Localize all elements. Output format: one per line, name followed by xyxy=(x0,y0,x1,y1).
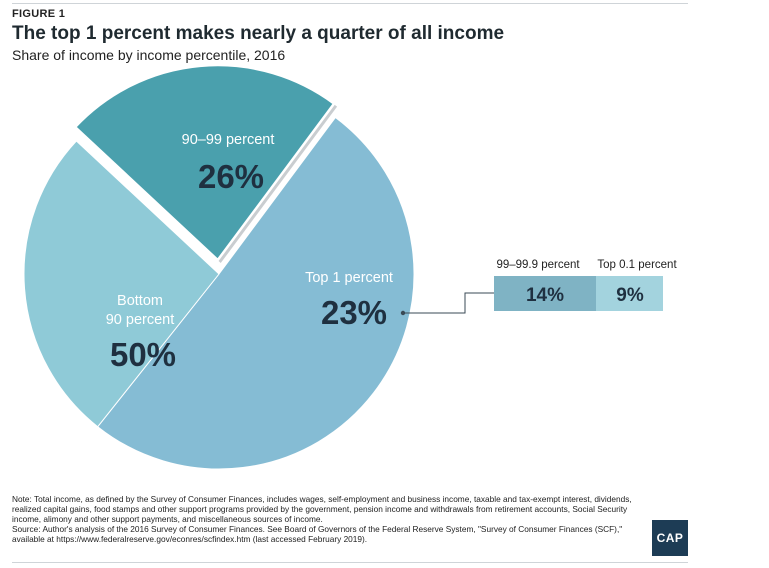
source-text: Source: Author's analysis of the 2016 Su… xyxy=(12,524,623,544)
chart-title: The top 1 percent makes nearly a quarter… xyxy=(12,23,505,44)
pie-slice-top1 xyxy=(73,63,336,262)
top-rule xyxy=(12,3,688,4)
footnote: Note: Total income, as defined by the Su… xyxy=(12,494,632,544)
breakdown-value-top01: 9% xyxy=(616,285,644,306)
pie-slice-p90-99 xyxy=(23,140,220,428)
cap-logo: CAP xyxy=(652,520,688,556)
connector-line xyxy=(403,292,494,314)
breakdown-bar-top01 xyxy=(596,276,663,311)
slice-label-top1: Top 1 percent xyxy=(305,270,393,286)
note-text: Note: Total income, as defined by the Su… xyxy=(12,494,632,524)
chart-subtitle: Share of income by income percentile, 20… xyxy=(12,47,286,63)
slice-value-top1: 23% xyxy=(321,294,387,331)
slice-value-bottom90: 50% xyxy=(110,336,176,373)
breakdown-label-top01: Top 0.1 percent xyxy=(597,259,677,271)
pie-slice-bottom90 xyxy=(97,116,415,470)
slice-label-p90-99: 90–99 percent xyxy=(182,132,275,148)
slice-label-bottom90-line2: 90 percent xyxy=(106,312,175,328)
bottom-rule xyxy=(12,562,688,563)
slice-label-bottom90-line1: Bottom xyxy=(117,293,163,309)
slice-value-p90-99: 26% xyxy=(198,158,264,195)
breakdown-label-p99-999: 99–99.9 percent xyxy=(496,259,580,271)
breakdown-value-p99-999: 14% xyxy=(526,285,564,306)
breakdown-bar-p99-999 xyxy=(494,276,596,311)
figure-label: FIGURE 1 xyxy=(12,8,66,20)
